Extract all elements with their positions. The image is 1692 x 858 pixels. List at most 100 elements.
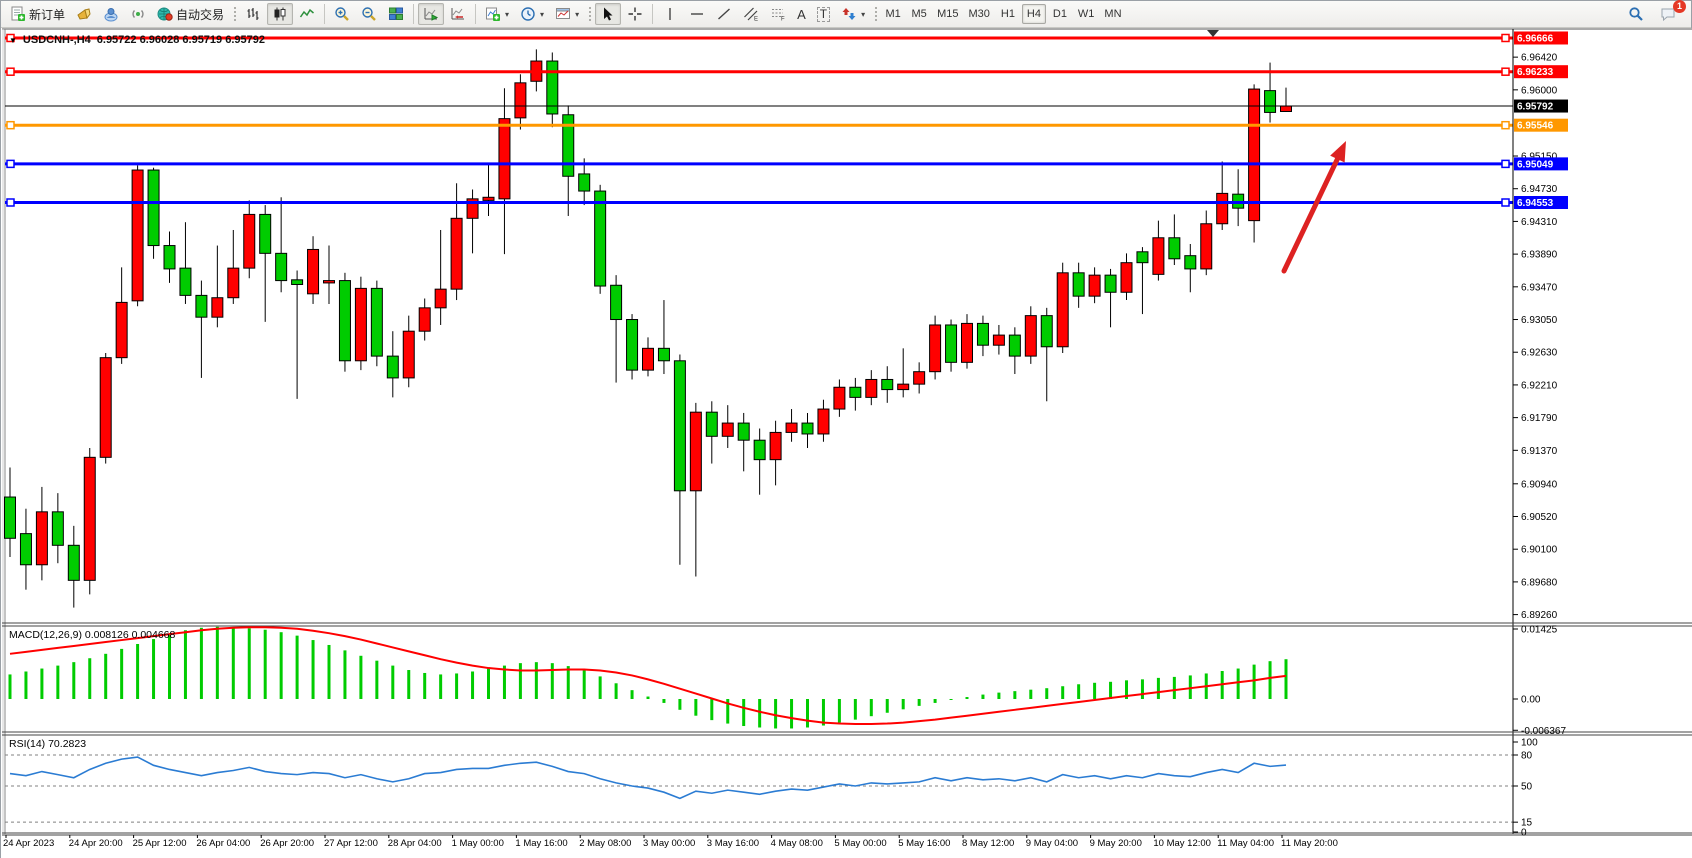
chart-canvas[interactable]: 6.96420 6.96000 6.95150 6.94730 6.94310 6.938…: [1, 28, 1692, 858]
horizontal-line-button[interactable]: [684, 3, 710, 25]
macd-histogram-bar: [279, 632, 283, 699]
time-axis-label: 27 Apr 12:00: [324, 838, 378, 849]
toolbar-separator: [475, 4, 477, 24]
candle-body: [67, 544, 80, 581]
price-badge-label: 6.96233: [1517, 67, 1554, 78]
fibonacci-button[interactable]: F: [765, 3, 791, 25]
timeframe-button-h1[interactable]: H1: [1000, 8, 1015, 20]
macd-histogram-bar: [407, 670, 411, 699]
auto-scroll-button[interactable]: [418, 3, 445, 25]
macd-histogram-bar: [88, 658, 92, 699]
timeframe-button-m15[interactable]: M15: [937, 8, 959, 20]
timeframe-button-m30[interactable]: M30: [968, 8, 990, 20]
candle-body: [817, 408, 830, 435]
candle-body: [689, 411, 702, 492]
megaphone-button[interactable]: [71, 3, 97, 25]
chart-ohlc-values: 6.95722 6.96028 6.95719 6.95792: [96, 34, 265, 46]
macd-histogram-bar: [1029, 689, 1033, 699]
tile-windows-button[interactable]: [383, 3, 409, 25]
chart-shift-marker[interactable]: [1207, 30, 1219, 37]
text-label-tool-button[interactable]: T: [812, 3, 835, 25]
macd-histogram-bar: [1045, 688, 1049, 699]
macd-histogram-bar: [853, 699, 857, 720]
macd-histogram-bar: [582, 670, 586, 699]
bar-chart-button[interactable]: [240, 3, 266, 25]
periods-button[interactable]: ▾: [515, 3, 549, 25]
templates-button[interactable]: ▾: [550, 3, 584, 25]
line-handle[interactable]: [1501, 159, 1510, 169]
crosshair-button[interactable]: [622, 3, 648, 25]
candle-body: [227, 267, 240, 299]
macd-histogram-bar: [199, 627, 203, 699]
trendline-button[interactable]: [711, 3, 737, 25]
line-handle[interactable]: [6, 67, 15, 76]
signals-button[interactable]: [125, 3, 151, 25]
trend-arrow-shaft[interactable]: [1281, 152, 1342, 274]
line-handle[interactable]: [1501, 33, 1510, 43]
macd-histogram-bar: [375, 660, 379, 699]
timeframe-button-m5[interactable]: M5: [911, 8, 927, 20]
new-order-button[interactable]: 新订单: [5, 3, 70, 25]
candle-body: [1120, 262, 1133, 293]
macd-histogram-bar: [885, 699, 889, 713]
community-button[interactable]: [98, 3, 124, 25]
timeframe-button-w1[interactable]: W1: [1077, 8, 1095, 20]
macd-histogram-bar: [24, 671, 28, 699]
candle-body: [976, 322, 989, 346]
indicators-icon: [485, 6, 501, 22]
macd-histogram-bar: [40, 668, 44, 699]
chat-button[interactable]: 1: [1655, 0, 1686, 25]
candle-body: [466, 198, 479, 219]
cursor-button[interactable]: [595, 3, 622, 25]
search-button[interactable]: [1623, 3, 1649, 25]
toolbar-separator: [413, 4, 415, 24]
equidistant-channel-button[interactable]: E: [738, 3, 764, 25]
macd-histogram-bar: [726, 699, 730, 724]
macd-histogram-bar: [231, 627, 235, 699]
candle-body: [897, 383, 910, 391]
zoom-in-button[interactable]: [329, 3, 355, 25]
macd-histogram-bar: [869, 699, 873, 717]
macd-histogram-bar: [1125, 680, 1128, 699]
dropdown-caret-icon: ▾: [861, 9, 866, 19]
candle-body: [578, 173, 591, 192]
line-handle[interactable]: [6, 33, 15, 43]
line-handle[interactable]: [1501, 198, 1510, 207]
timeframe-button-h4[interactable]: H4: [1021, 4, 1046, 24]
candlestick-chart-button[interactable]: [267, 3, 294, 25]
community-person-icon: [103, 6, 119, 22]
zoom-out-button[interactable]: [356, 3, 382, 25]
macd-histogram-bar: [152, 639, 156, 699]
indicators-button[interactable]: ▾: [480, 3, 514, 25]
macd-histogram-bar: [997, 692, 1001, 699]
trend-arrow-head[interactable]: [1330, 141, 1346, 163]
chart-menu-triangle-icon[interactable]: ▼: [9, 35, 17, 45]
line-handle[interactable]: [6, 198, 15, 207]
candle-body: [99, 357, 112, 458]
text-tool-button[interactable]: A: [792, 3, 811, 25]
price-tick-label: 6.95150: [1521, 152, 1558, 163]
price-badge-label: 6.95546: [1517, 121, 1554, 132]
macd-histogram-bar: [1093, 682, 1097, 699]
timeframe-button-d1[interactable]: D1: [1052, 8, 1067, 20]
new-order-label: 新订单: [29, 7, 66, 22]
timeframe-button-m1[interactable]: M1: [885, 8, 901, 20]
rsi-label: RSI(14) 70.2823: [9, 738, 86, 750]
candle-body: [929, 324, 942, 373]
toolbar-separator: [652, 4, 654, 24]
macd-histogram-bar: [1236, 668, 1240, 699]
price-tick-label: 6.93470: [1521, 282, 1558, 293]
line-chart-button[interactable]: [294, 3, 320, 25]
timeframe-button-mn[interactable]: MN: [1104, 8, 1122, 20]
macd-histogram-bar: [104, 653, 108, 699]
chart-shift-button[interactable]: [445, 3, 471, 25]
line-handle[interactable]: [6, 120, 15, 130]
auto-trading-button[interactable]: 自动交易: [152, 3, 229, 25]
vertical-line-button[interactable]: [657, 3, 683, 25]
megaphone-icon: [76, 6, 92, 22]
candle-body: [1104, 274, 1117, 293]
line-handle[interactable]: [6, 159, 15, 169]
arrows-tool-button[interactable]: ▾: [836, 3, 870, 25]
line-handle[interactable]: [1501, 120, 1510, 130]
line-handle[interactable]: [1501, 67, 1510, 76]
